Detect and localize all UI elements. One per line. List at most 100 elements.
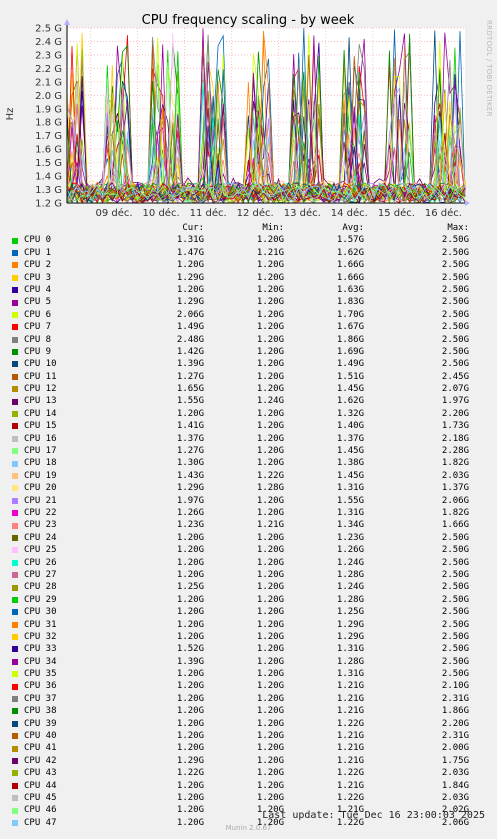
legend-avg: 1.22G [336, 817, 364, 828]
series-line-46 [66, 99, 466, 204]
legend-row: CPU 35 1.20G 1.20G 1.31G 2.50G [12, 668, 492, 680]
legend-avg: 1.24G [336, 557, 364, 568]
legend-cur: 1.20G [176, 817, 204, 828]
legend-avg: 1.22G [336, 768, 364, 779]
legend-swatch [12, 596, 18, 603]
legend-row: CPU 47 1.20G 1.20G 1.22G 2.06G [12, 817, 492, 829]
legend-row: CPU 1 1.47G 1.21G 1.62G 2.50G [12, 247, 492, 259]
legend-avg: 1.69G [336, 346, 364, 357]
legend-series-name: CPU 25 [24, 545, 57, 556]
legend-row: CPU 16 1.37G 1.20G 1.37G 2.18G [12, 433, 492, 445]
legend-swatch [12, 522, 18, 529]
legend-min: 1.20G [256, 569, 284, 580]
legend-row: CPU 22 1.26G 1.20G 1.31G 1.82G [12, 507, 492, 519]
legend-min: 1.20G [256, 408, 284, 419]
legend-min: 1.24G [256, 396, 284, 407]
legend-swatch [12, 733, 18, 740]
legend-series-name: CPU 44 [24, 780, 57, 791]
legend-avg: 1.24G [336, 582, 364, 593]
legend-min: 1.20G [256, 284, 284, 295]
legend-series-name: CPU 7 [24, 322, 52, 333]
legend-min: 1.20G [256, 272, 284, 283]
legend-avg: 1.55G [336, 495, 364, 506]
legend-series-name: CPU 37 [24, 693, 57, 704]
legend-series-name: CPU 24 [24, 532, 57, 543]
legend-cur: 1.20G [176, 607, 204, 618]
legend-avg: 1.45G [336, 384, 364, 395]
legend-avg: 1.45G [336, 470, 364, 481]
x-tick-label: 12 déc. [237, 207, 274, 219]
legend-series-name: CPU 17 [24, 446, 57, 457]
legend-swatch [12, 547, 18, 554]
legend-max: 2.02G [441, 805, 469, 816]
legend-avg: 1.31G [336, 483, 364, 494]
legend-cur: 1.20G [176, 557, 204, 568]
legend-min: 1.20G [256, 669, 284, 680]
legend-series-name: CPU 22 [24, 507, 57, 518]
legend-swatch [12, 299, 18, 306]
legend-max: 1.86G [441, 706, 469, 717]
legend-max: 2.50G [441, 309, 469, 320]
y-tick-label: 1.6 G [35, 145, 62, 156]
y-tick-label: 2.5 G [35, 24, 62, 35]
legend-min: 1.20G [256, 706, 284, 717]
legend-max: 2.50G [441, 346, 469, 357]
legend-avg: 1.29G [336, 631, 364, 642]
legend-cur: 1.30G [176, 458, 204, 469]
x-tick-label: 13 déc. [284, 207, 321, 219]
legend-min: 1.20G [256, 446, 284, 457]
legend-series-name: CPU 38 [24, 706, 57, 717]
legend-row: CPU 14 1.20G 1.20G 1.32G 2.20G [12, 408, 492, 420]
legend-avg: 1.21G [336, 693, 364, 704]
legend-avg: 1.28G [336, 569, 364, 580]
legend-max: 1.84G [441, 780, 469, 791]
legend-max: 2.50G [441, 235, 469, 246]
legend-cur: 1.20G [176, 545, 204, 556]
legend-min: 1.20G [256, 235, 284, 246]
legend-series-name: CPU 34 [24, 656, 57, 667]
legend-max: 2.50G [441, 545, 469, 556]
chart-area: CPU frequency scaling - by week Hz RRDTO… [5, 13, 493, 219]
legend-row: CPU 0 1.31G 1.20G 1.57G 2.50G [12, 234, 492, 246]
x-tick-label: 15 déc. [378, 207, 415, 219]
legend-min: 1.21G [256, 247, 284, 258]
legend-min: 1.20G [256, 532, 284, 543]
legend-avg: 1.22G [336, 718, 364, 729]
legend-header-max: Max: [447, 223, 469, 233]
legend-cur: 1.29G [176, 483, 204, 494]
legend-min: 1.20G [256, 693, 284, 704]
legend-max: 2.50G [441, 656, 469, 667]
legend-avg: 1.31G [336, 507, 364, 518]
legend-series-name: CPU 21 [24, 495, 57, 506]
legend-max: 1.66G [441, 520, 469, 531]
legend-series-name: CPU 32 [24, 631, 57, 642]
legend-cur: 1.20G [176, 706, 204, 717]
rrdtool-watermark: RRDTOOL / TOBI OETIKER [485, 20, 493, 117]
legend-max: 1.73G [441, 421, 469, 432]
legend-cur: 1.20G [176, 780, 204, 791]
series-lines [66, 28, 466, 205]
legend-min: 1.20G [256, 755, 284, 766]
legend-max: 2.10G [441, 681, 469, 692]
legend-max: 2.50G [441, 557, 469, 568]
legend-min: 1.20G [256, 718, 284, 729]
legend-row: CPU 4 1.20G 1.20G 1.63G 2.50G [12, 284, 492, 296]
legend-avg: 1.34G [336, 520, 364, 531]
legend-row: CPU 17 1.27G 1.20G 1.45G 2.28G [12, 445, 492, 457]
legend-row: CPU 41 1.20G 1.20G 1.21G 2.00G [12, 742, 492, 754]
legend-avg: 1.62G [336, 247, 364, 258]
x-axis-arrow [465, 200, 470, 206]
legend-swatch [12, 819, 18, 826]
legend-min: 1.20G [256, 731, 284, 742]
legend-row: CPU 38 1.20G 1.20G 1.21G 1.86G [12, 705, 492, 717]
legend-series-name: CPU 2 [24, 260, 52, 271]
legend-swatch [12, 807, 18, 814]
legend-max: 2.50G [441, 644, 469, 655]
legend-header: Cur: Min: Avg: Max: [12, 222, 492, 234]
legend-min: 1.28G [256, 483, 284, 494]
x-tick-label: 16 déc. [425, 207, 462, 219]
y-tick-label: 2.4 G [35, 37, 62, 48]
legend-min: 1.22G [256, 470, 284, 481]
legend-series-name: CPU 36 [24, 681, 57, 692]
legend-max: 2.50G [441, 322, 469, 333]
